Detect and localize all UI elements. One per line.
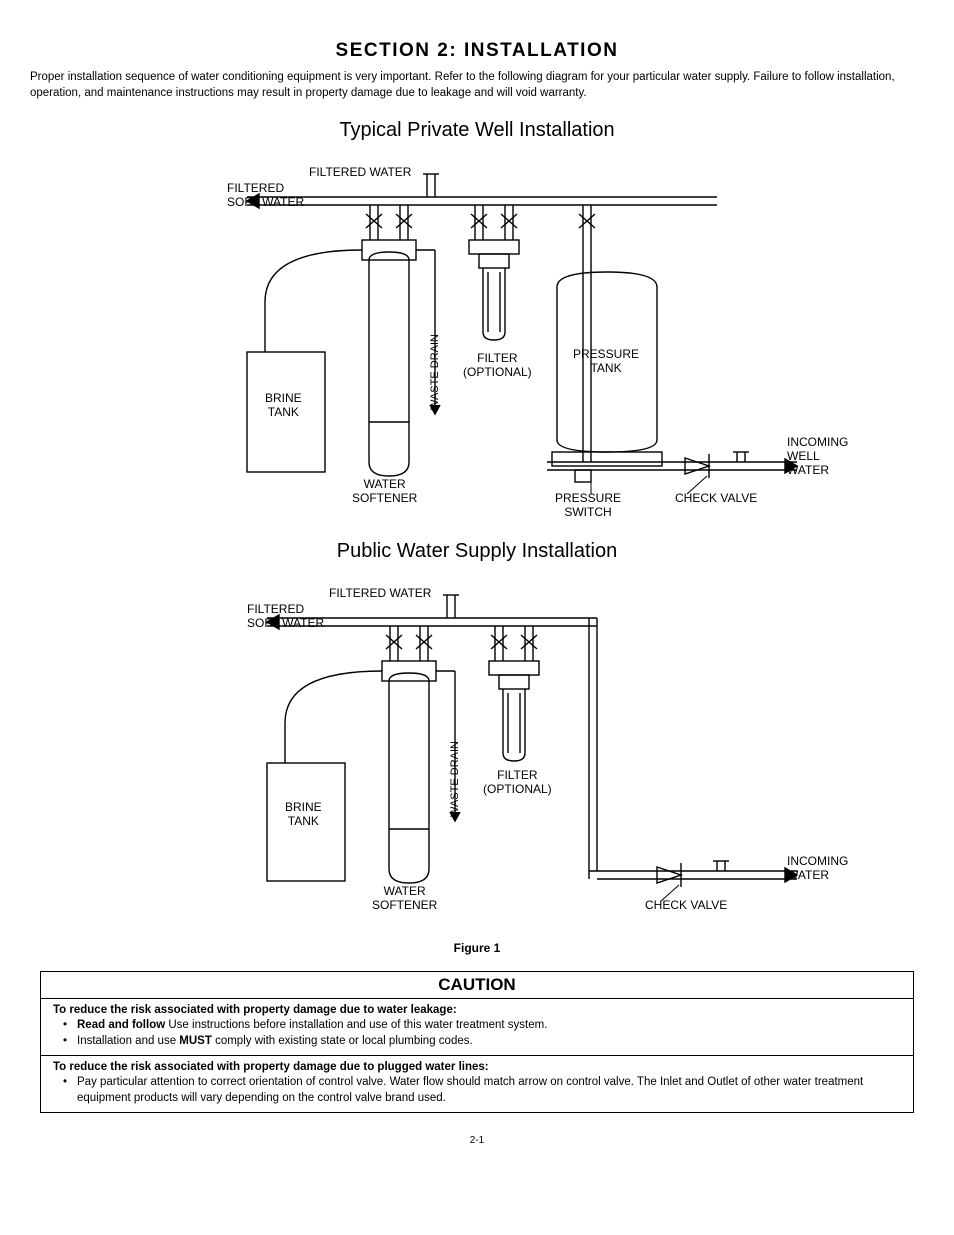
diagram2-title: Public Water Supply Installation xyxy=(30,540,924,563)
diagram2: FILTERED WATER FILTERED SOFT WATER WASTE… xyxy=(97,573,857,923)
diagram1-title: Typical Private Well Installation xyxy=(30,119,924,142)
intro-paragraph: Proper installation sequence of water co… xyxy=(30,70,924,101)
label-brine-tank: BRINE TANK xyxy=(265,392,302,420)
label2-brine-tank: BRINE TANK xyxy=(285,801,322,829)
label-waste-drain: WASTE DRAIN xyxy=(429,334,441,410)
label2-filter-optional: FILTER (OPTIONAL) xyxy=(483,769,552,797)
caution-item-1a: Read and follow Use instructions before … xyxy=(67,1018,901,1034)
label-incoming-well: INCOMING WELL WATER xyxy=(787,436,848,477)
label-check-valve: CHECK VALVE xyxy=(675,492,757,506)
label-filter-optional: FILTER (OPTIONAL) xyxy=(463,352,532,380)
label2-waste-drain: WASTE DRAIN xyxy=(449,741,461,817)
diagram2-svg xyxy=(97,573,857,923)
figure-caption: Figure 1 xyxy=(30,941,924,955)
diagram1: FILTERED WATER FILTERED SOFT WATER WASTE… xyxy=(97,152,857,522)
diagram1-svg xyxy=(97,152,857,522)
caution-section-1: To reduce the risk associated with prope… xyxy=(41,999,913,1055)
caution-section-2: To reduce the risk associated with prope… xyxy=(41,1055,913,1112)
page-number: 2-1 xyxy=(30,1135,924,1146)
caution-lead-1: To reduce the risk associated with prope… xyxy=(53,1004,901,1016)
caution-header: CAUTION xyxy=(41,972,913,999)
caution-box: CAUTION To reduce the risk associated wi… xyxy=(40,971,914,1113)
caution-item-2a: Pay particular attention to correct orie… xyxy=(67,1075,901,1106)
caution-item-1b: Installation and use MUST comply with ex… xyxy=(67,1034,901,1050)
label2-check-valve: CHECK VALVE xyxy=(645,899,727,913)
label-filtered-water: FILTERED WATER xyxy=(309,166,411,180)
label2-incoming-water: INCOMING WATER xyxy=(787,855,848,883)
label2-filtered-soft-water: FILTERED SOFT WATER xyxy=(247,603,324,631)
section-title: SECTION 2: INSTALLATION xyxy=(30,40,924,62)
label-pressure-switch: PRESSURE SWITCH xyxy=(555,492,621,520)
label2-filtered-water: FILTERED WATER xyxy=(329,587,431,601)
label2-water-softener: WATER SOFTENER xyxy=(372,885,437,913)
label-water-softener: WATER SOFTENER xyxy=(352,478,417,506)
caution-lead-2: To reduce the risk associated with prope… xyxy=(53,1061,901,1073)
label-pressure-tank: PRESSURE TANK xyxy=(573,348,639,376)
label-filtered-soft-water: FILTERED SOFT WATER xyxy=(227,182,304,210)
